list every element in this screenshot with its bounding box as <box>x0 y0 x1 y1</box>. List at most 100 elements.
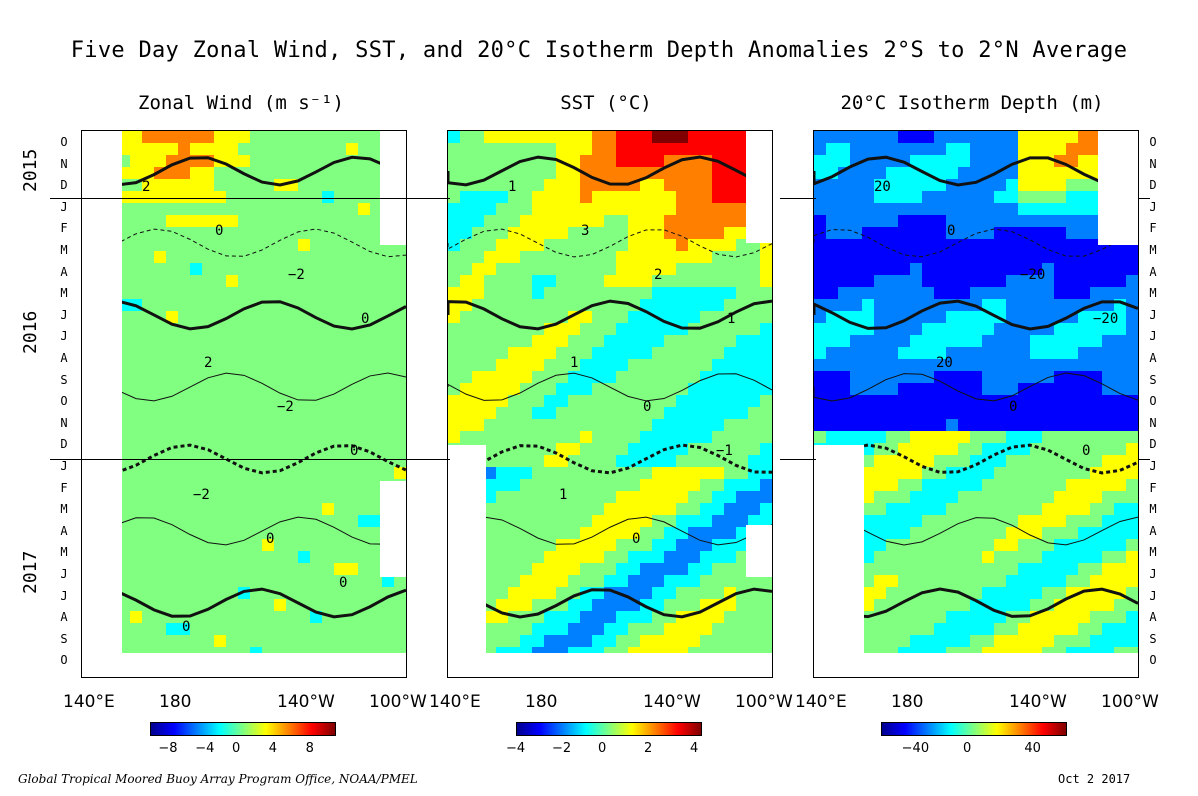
heatmap-cell <box>142 587 155 600</box>
heatmap-cell <box>1066 359 1079 372</box>
heatmap-cell <box>814 359 827 372</box>
heatmap-cell <box>922 251 935 264</box>
heatmap-cell <box>838 335 851 348</box>
heatmap-cell <box>286 527 299 540</box>
heatmap-cell <box>1126 515 1138 528</box>
heatmap-cell <box>556 515 569 528</box>
heatmap-cell <box>1078 263 1091 276</box>
heatmap-cell <box>1030 191 1043 204</box>
heatmap-cell <box>190 191 203 204</box>
heatmap-cell <box>214 347 227 360</box>
heatmap-cell <box>448 131 461 144</box>
heatmap-cell <box>370 467 383 480</box>
heatmap-cell <box>592 323 605 336</box>
heatmap-cell <box>1018 491 1031 504</box>
heatmap-cell <box>652 203 665 216</box>
heatmap-cell <box>178 239 191 252</box>
heatmap-cell <box>472 311 485 324</box>
heatmap-cell <box>1042 419 1055 432</box>
heatmap-cell <box>334 215 347 228</box>
heatmap-cell <box>568 239 581 252</box>
heatmap-cell <box>1114 563 1127 576</box>
heatmap-cell <box>568 335 581 348</box>
heatmap-cell <box>616 479 629 492</box>
heatmap-cell <box>946 263 959 276</box>
heatmap-cell <box>862 191 875 204</box>
heatmap-cell <box>370 527 383 540</box>
heatmap-cell <box>262 215 275 228</box>
heatmap-cell <box>748 467 761 480</box>
heatmap-cell <box>946 395 959 408</box>
heatmap-cell <box>676 395 689 408</box>
heatmap-cell <box>688 551 701 564</box>
month-label: O <box>60 394 68 409</box>
heatmap-cell <box>448 155 461 168</box>
heatmap-cell <box>970 203 983 216</box>
heatmap-cell <box>640 431 653 444</box>
heatmap-cell <box>508 431 521 444</box>
heatmap-cell <box>460 227 473 240</box>
heatmap-cell <box>1126 563 1138 576</box>
heatmap-cell <box>346 143 359 156</box>
heatmap-cell <box>382 455 395 468</box>
heatmap-cell <box>736 347 749 360</box>
heatmap-cell <box>394 575 406 588</box>
heatmap-cell <box>1006 239 1019 252</box>
heatmap-cell <box>922 347 935 360</box>
heatmap-cell <box>496 491 509 504</box>
heatmap-cell <box>874 443 887 456</box>
heatmap-cell <box>286 167 299 180</box>
heatmap-cell <box>910 395 923 408</box>
heatmap-cell <box>346 503 359 516</box>
heatmap-cell <box>250 611 263 624</box>
heatmap-cell <box>1066 611 1079 624</box>
heatmap-cell <box>496 239 509 252</box>
heatmap-cell <box>298 215 311 228</box>
heatmap-cell <box>334 407 347 420</box>
heatmap-cell <box>130 371 143 384</box>
heatmap-cell <box>850 287 863 300</box>
heatmap-cell <box>676 551 689 564</box>
missing-data-region <box>746 525 772 577</box>
heatmap-cell <box>226 611 239 624</box>
heatmap-cell <box>568 623 581 636</box>
heatmap-cell <box>1018 467 1031 480</box>
heatmap-cell <box>544 467 557 480</box>
heatmap-cell <box>214 575 227 588</box>
heatmap-cell <box>520 599 533 612</box>
heatmap-cell <box>382 443 395 456</box>
heatmap-cell <box>748 323 761 336</box>
heatmap-cell <box>1126 359 1138 372</box>
panel-isotherm-depth: 20 0 −20 −20 20 0 0 <box>813 130 1139 678</box>
heatmap-cell <box>664 515 677 528</box>
heatmap-cell <box>334 275 347 288</box>
year-divider <box>1138 198 1150 199</box>
heatmap-cell <box>688 227 701 240</box>
heatmap-cell <box>190 203 203 216</box>
heatmap-cell <box>982 263 995 276</box>
heatmap-cell <box>238 215 251 228</box>
heatmap-cell <box>616 191 629 204</box>
heatmap-cell <box>1090 611 1103 624</box>
heatmap-cell <box>154 371 167 384</box>
heatmap-cell <box>1042 623 1055 636</box>
heatmap-cell <box>310 491 323 504</box>
heatmap-cell <box>496 203 509 216</box>
heatmap-cell <box>472 251 485 264</box>
heatmap-cell <box>226 431 239 444</box>
heatmap-cell <box>508 167 521 180</box>
heatmap-cell <box>1090 419 1103 432</box>
heatmap-cell <box>496 527 509 540</box>
heatmap-cell <box>1114 599 1127 612</box>
heatmap-cell <box>298 239 311 252</box>
heatmap-cell <box>166 287 179 300</box>
heatmap-cell <box>958 467 971 480</box>
heatmap-cell <box>1078 503 1091 516</box>
heatmap-cell <box>142 263 155 276</box>
heatmap-cell <box>556 227 569 240</box>
heatmap-cell <box>934 551 947 564</box>
heatmap-cell <box>922 563 935 576</box>
heatmap-cell <box>238 311 251 324</box>
heatmap-cell <box>994 575 1007 588</box>
heatmap-cell <box>190 503 203 516</box>
